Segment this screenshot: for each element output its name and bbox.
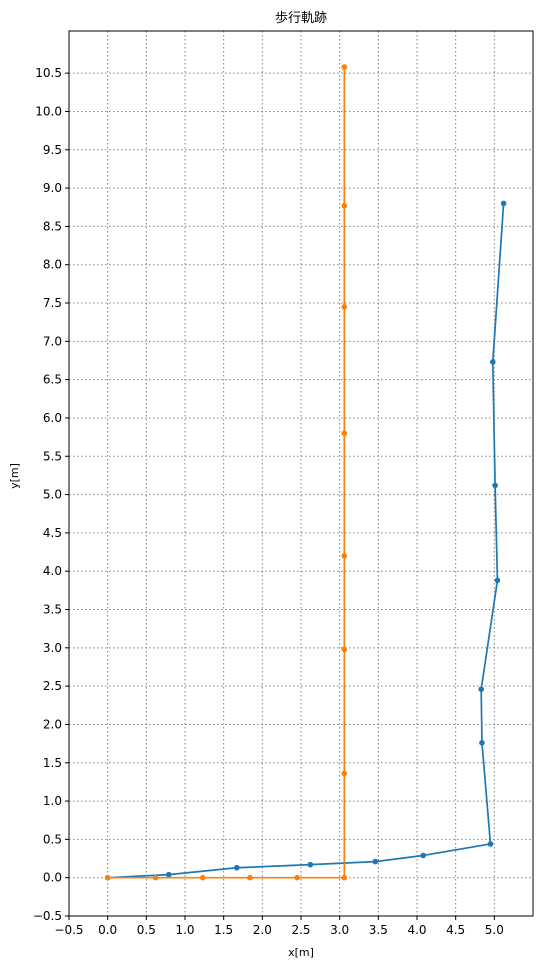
series-2-point xyxy=(104,874,111,881)
series-2-point xyxy=(152,874,159,881)
series-1-point xyxy=(165,871,172,878)
y-tick-label: 6.5 xyxy=(43,373,62,387)
y-tick-label: 8.5 xyxy=(43,219,62,233)
series-2-point xyxy=(341,770,348,777)
x-tick-label: 2.5 xyxy=(291,923,310,937)
series-1-point xyxy=(500,200,507,207)
y-tick-label: 2.5 xyxy=(43,679,62,693)
series-1-point xyxy=(234,864,240,871)
y-tick-label: 1.0 xyxy=(43,794,62,808)
y-axis-label: y[m] xyxy=(8,463,21,489)
grid xyxy=(68,31,533,917)
x-tick-label: 3.5 xyxy=(369,923,388,937)
y-axis-ticks: −0.5 0.0 0.5 1.0 1.5 2.0 2.5 3.0 3.5 4.0 4.5 5.0 5.5… xyxy=(33,66,69,923)
y-tick-label: 9.0 xyxy=(43,181,62,195)
series-1-point xyxy=(479,740,485,746)
y-tick-label: 3.5 xyxy=(43,603,62,617)
x-tick-label: 4.0 xyxy=(407,923,426,937)
y-tick-label: 5.5 xyxy=(43,449,62,463)
y-tick-label: 9.5 xyxy=(43,143,62,157)
chart-title: 歩行軌跡 xyxy=(275,10,327,26)
series-1-point xyxy=(420,852,426,859)
y-tick-label: 10.0 xyxy=(35,104,62,118)
y-tick-label: 7.0 xyxy=(43,334,62,348)
series-2-point xyxy=(341,202,348,209)
series-1-point xyxy=(372,858,379,865)
series-2 xyxy=(104,64,348,881)
x-tick-label: −0.5 xyxy=(54,923,83,937)
series-2-point xyxy=(341,430,348,437)
series-1-point xyxy=(487,841,494,847)
series-2-point xyxy=(294,874,300,881)
series-2-point xyxy=(341,553,348,559)
y-tick-label: 2.0 xyxy=(43,717,62,731)
y-tick-label: 7.5 xyxy=(43,296,62,310)
x-axis-label: x[m] xyxy=(288,946,314,959)
y-tick-label: 10.5 xyxy=(35,66,62,80)
y-tick-label: −0.5 xyxy=(33,909,62,923)
series-2-point xyxy=(341,646,348,653)
series-1-point xyxy=(478,686,484,692)
y-tick-label: 1.5 xyxy=(43,756,62,770)
series-1-point xyxy=(489,359,496,365)
series-2-line xyxy=(107,67,346,879)
series-2-point xyxy=(341,64,348,70)
x-tick-label: 2.0 xyxy=(253,923,272,937)
x-tick-label: 1.5 xyxy=(214,923,233,937)
y-tick-label: 4.0 xyxy=(43,564,62,578)
x-tick-label: 0.5 xyxy=(137,923,156,937)
series-2-point xyxy=(199,874,206,881)
series-2-point xyxy=(341,874,348,881)
y-tick-label: 3.0 xyxy=(43,641,62,655)
x-tick-label: 5.0 xyxy=(485,923,504,937)
x-tick-label: 3.0 xyxy=(330,923,349,937)
x-tick-label: 1.0 xyxy=(175,923,194,937)
y-tick-label: 4.5 xyxy=(43,526,62,540)
x-tick-label: 0.0 xyxy=(98,923,117,937)
series-1-point xyxy=(492,482,498,489)
series-1-line xyxy=(107,203,505,879)
y-tick-label: 0.0 xyxy=(43,871,62,885)
series-1-point xyxy=(307,861,314,868)
series-1 xyxy=(104,200,507,881)
y-tick-label: 6.0 xyxy=(43,411,62,425)
series-2-point xyxy=(247,874,253,881)
y-tick-label: 8.0 xyxy=(43,258,62,272)
series-2-point xyxy=(341,304,348,310)
y-tick-label: 5.0 xyxy=(43,488,62,502)
x-tick-label: 4.5 xyxy=(446,923,465,937)
x-axis-ticks: −0.5 0.0 0.5 1.0 1.5 2.0 2.5 3.0 3.5 4.0 4.5 5.0 xyxy=(54,916,504,937)
series-1-point xyxy=(494,577,501,584)
y-tick-label: 0.5 xyxy=(43,832,62,846)
series-layer xyxy=(104,64,507,881)
